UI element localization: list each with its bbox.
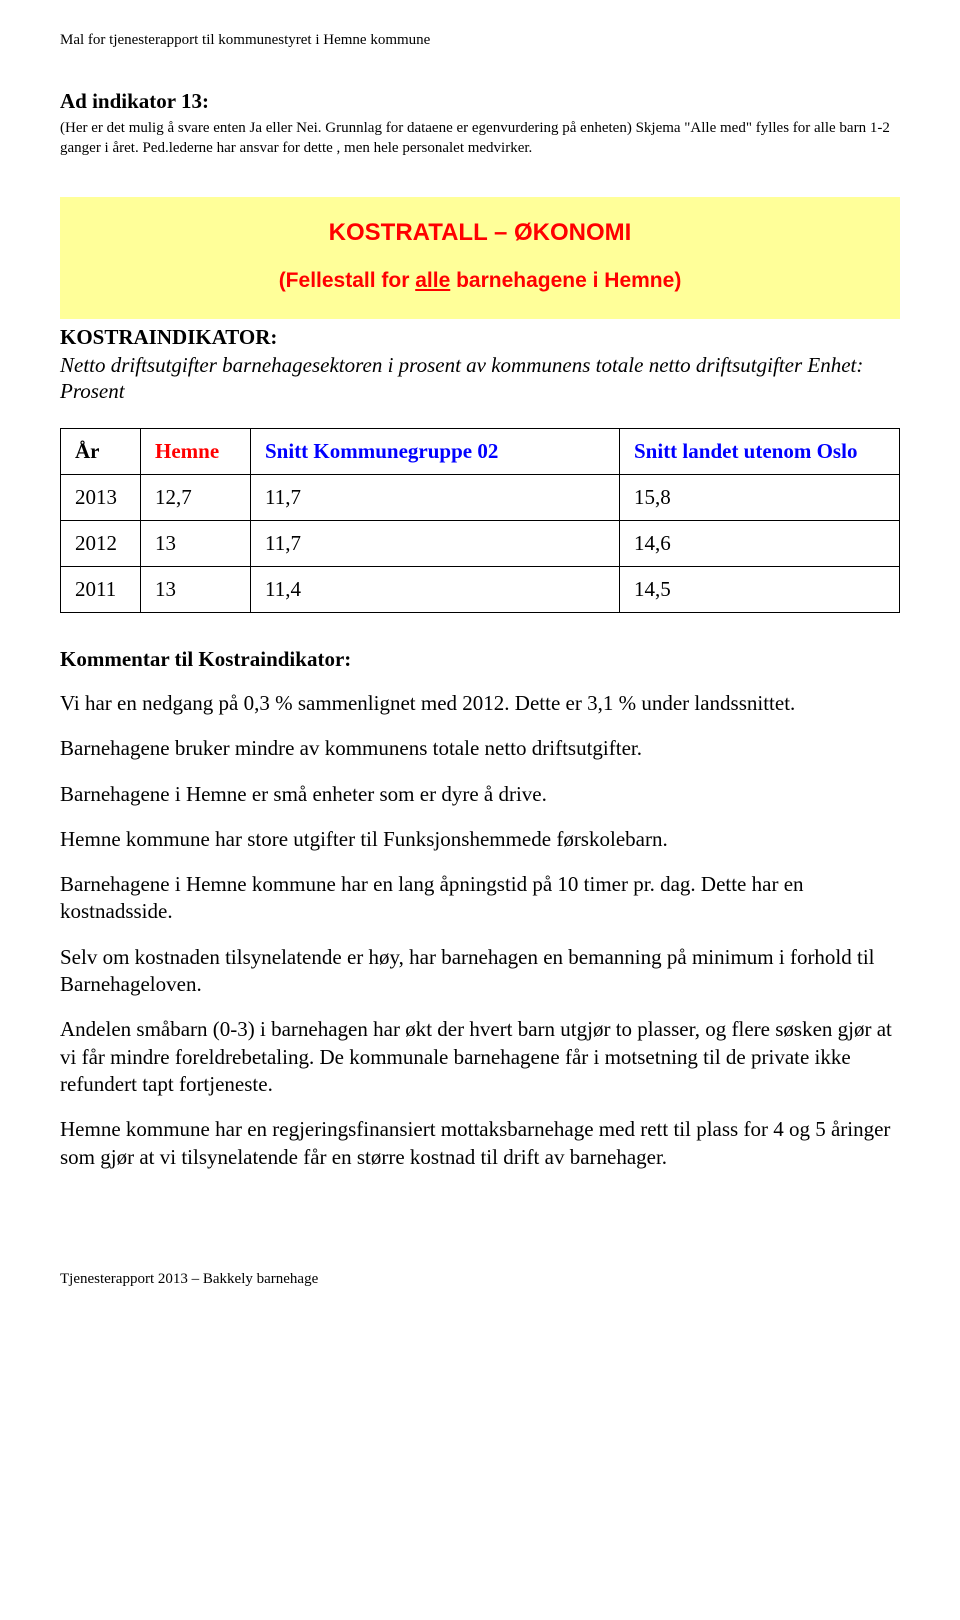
th-ar: År (61, 429, 141, 475)
cell-hemne: 13 (141, 567, 251, 613)
intro-heading: Ad indikator 13: (60, 89, 900, 114)
cell-land: 15,8 (620, 475, 900, 521)
cell-kg: 11,4 (251, 567, 620, 613)
cell-ar: 2012 (61, 521, 141, 567)
page-header: Mal for tjenesterapport til kommunestyre… (60, 32, 900, 49)
subtitle-suffix: barnehagene i Hemne) (450, 269, 681, 292)
kostra-label: KOSTRAINDIKATOR: (60, 325, 900, 350)
kommentar-para: Hemne kommune har store utgifter til Fun… (60, 826, 900, 853)
kommentar-para: Barnehagene i Hemne er små enheter som e… (60, 781, 900, 808)
table-row: 2011 13 11,4 14,5 (61, 567, 900, 613)
table-header-row: År Hemne Snitt Kommunegruppe 02 Snitt la… (61, 429, 900, 475)
kommentar-para: Vi har en nedgang på 0,3 % sammenlignet … (60, 690, 900, 717)
data-table: År Hemne Snitt Kommunegruppe 02 Snitt la… (60, 428, 900, 613)
kommentar-heading: Kommentar til Kostraindikator: (60, 647, 900, 672)
kostra-block: KOSTRAINDIKATOR: Netto driftsutgifter ba… (60, 325, 900, 405)
intro-text: (Her er det mulig å svare enten Ja eller… (60, 118, 900, 159)
cell-kg: 11,7 (251, 521, 620, 567)
kommentar-para: Selv om kostnaden tilsynelatende er høy,… (60, 944, 900, 999)
th-land: Snitt landet utenom Oslo (620, 429, 900, 475)
page-footer: Tjenesterapport 2013 – Bakkely barnehage (60, 1271, 900, 1288)
kommentar-para: Andelen småbarn (0-3) i barnehagen har ø… (60, 1016, 900, 1098)
cell-ar: 2013 (61, 475, 141, 521)
subtitle-underline: alle (415, 269, 450, 292)
th-hemne: Hemne (141, 429, 251, 475)
table-row: 2012 13 11,7 14,6 (61, 521, 900, 567)
th-kg: Snitt Kommunegruppe 02 (251, 429, 620, 475)
subtitle-prefix: (Fellestall for (279, 269, 416, 292)
cell-kg: 11,7 (251, 475, 620, 521)
cell-hemne: 13 (141, 521, 251, 567)
kommentar-para: Hemne kommune har en regjeringsfinansier… (60, 1116, 900, 1171)
highlight-title: KOSTRATALL – ØKONOMI (80, 219, 880, 247)
highlight-box: KOSTRATALL – ØKONOMI (Fellestall for all… (60, 197, 900, 319)
cell-hemne: 12,7 (141, 475, 251, 521)
cell-ar: 2011 (61, 567, 141, 613)
table-row: 2013 12,7 11,7 15,8 (61, 475, 900, 521)
kostra-desc: Netto driftsutgifter barnehagesektoren i… (60, 352, 900, 405)
cell-land: 14,5 (620, 567, 900, 613)
kommentar-para: Barnehagene i Hemne kommune har en lang … (60, 871, 900, 926)
highlight-subtitle: (Fellestall for alle barnehagene i Hemne… (80, 269, 880, 293)
cell-land: 14,6 (620, 521, 900, 567)
kommentar-para: Barnehagene bruker mindre av kommunens t… (60, 735, 900, 762)
